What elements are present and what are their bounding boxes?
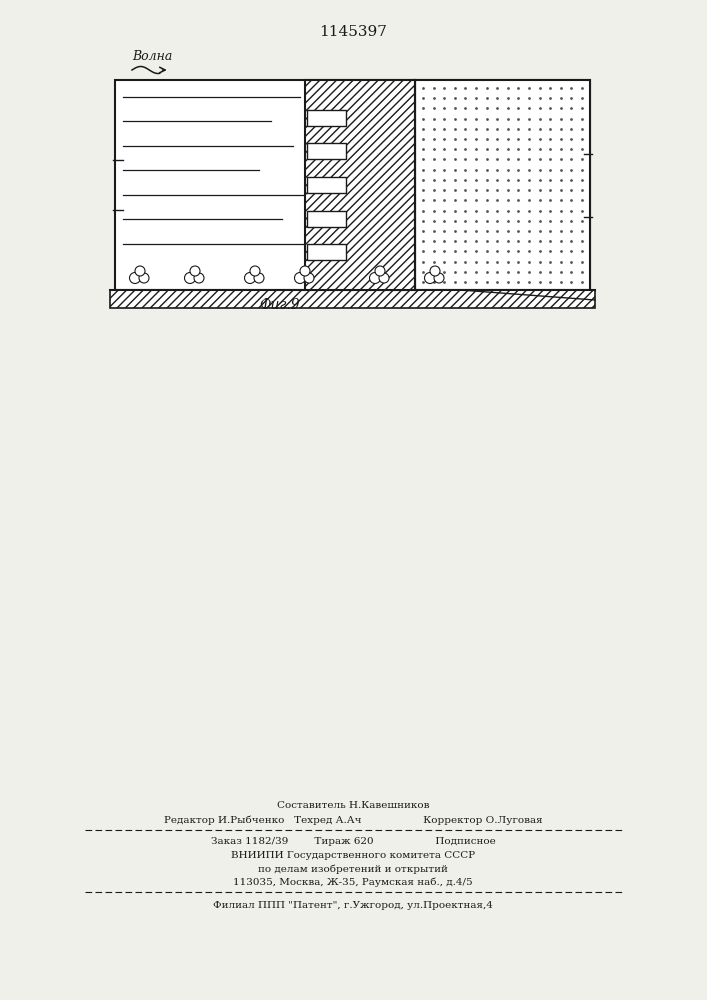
Circle shape xyxy=(430,266,440,276)
Circle shape xyxy=(370,272,380,284)
Circle shape xyxy=(254,273,264,283)
Text: Редактор И.Рыбченко   Техред А.Ач                   Корректор О.Луговая: Редактор И.Рыбченко Техред А.Ач Корректо… xyxy=(164,815,542,825)
Circle shape xyxy=(190,266,200,276)
Circle shape xyxy=(434,273,444,283)
Circle shape xyxy=(135,266,145,276)
Circle shape xyxy=(129,272,141,284)
Circle shape xyxy=(375,266,385,276)
Circle shape xyxy=(185,272,196,284)
Circle shape xyxy=(304,273,314,283)
Text: Фиг.9: Фиг.9 xyxy=(259,298,300,312)
Text: 113035, Москва, Ж-35, Раумская наб., д.4/5: 113035, Москва, Ж-35, Раумская наб., д.4… xyxy=(233,877,473,887)
Text: по делам изобретений и открытий: по делам изобретений и открытий xyxy=(258,864,448,874)
Circle shape xyxy=(245,272,255,284)
Circle shape xyxy=(295,272,305,284)
Bar xyxy=(307,143,346,159)
Text: Заказ 1182/39        Тираж 620                   Подписное: Заказ 1182/39 Тираж 620 Подписное xyxy=(211,838,496,846)
Text: Филиал ППП "Патент", г.Ужгород, ул.Проектная,4: Филиал ППП "Патент", г.Ужгород, ул.Проек… xyxy=(213,900,493,910)
Circle shape xyxy=(139,273,149,283)
Circle shape xyxy=(300,266,310,276)
Bar xyxy=(307,110,346,126)
Circle shape xyxy=(250,266,260,276)
Bar xyxy=(305,80,415,290)
Bar xyxy=(110,290,595,308)
Circle shape xyxy=(424,272,436,284)
Circle shape xyxy=(379,273,389,283)
Bar xyxy=(307,177,346,193)
Text: Волна: Волна xyxy=(132,50,173,63)
Bar xyxy=(307,244,346,260)
Text: Составитель Н.Кавешников: Составитель Н.Кавешников xyxy=(276,800,429,810)
Bar xyxy=(115,80,590,290)
Text: 1145397: 1145397 xyxy=(319,25,387,39)
Circle shape xyxy=(194,273,204,283)
Bar xyxy=(415,80,590,290)
Bar xyxy=(307,211,346,227)
Text: ВНИИПИ Государственного комитета СССР: ВНИИПИ Государственного комитета СССР xyxy=(231,852,475,860)
